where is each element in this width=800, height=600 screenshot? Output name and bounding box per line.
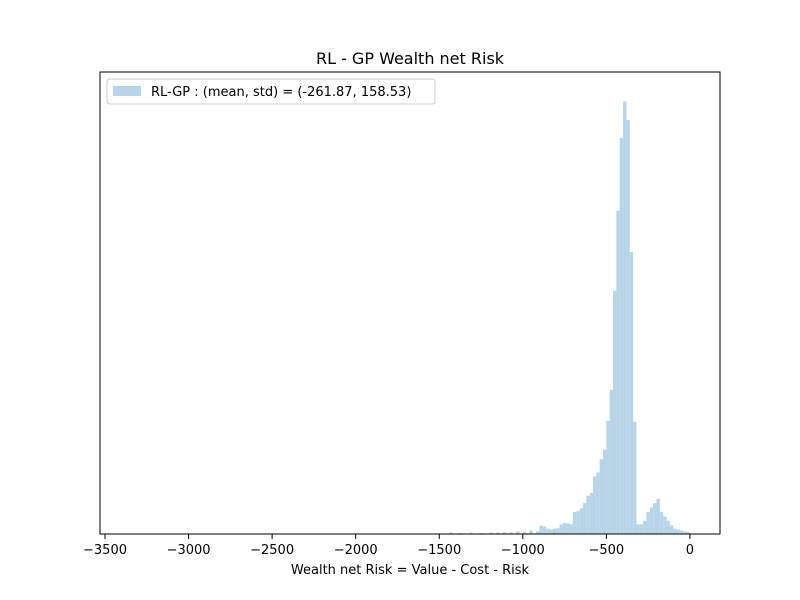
histogram-bar [639,524,644,534]
x-tick-label: −500 [589,543,625,558]
legend-swatch [113,86,141,96]
x-tick-label: −3500 [83,543,127,558]
legend-box [106,78,436,105]
histogram-bar [572,512,577,534]
histogram-bar [489,532,493,534]
histogram-bar [626,119,630,535]
chart-title: RL - GP Wealth net Risk [316,49,505,68]
legend-entry: RL-GP : (mean, std) = (-261.87, 158.53) [151,85,411,100]
x-tick-label: −1000 [501,543,545,558]
histogram-bar [559,524,563,534]
plot-frame [99,71,721,535]
histogram-bar [613,290,617,534]
histogram-bar [659,512,664,534]
histogram-bar [566,523,570,534]
histogram-bar [552,528,557,534]
histogram-bar [556,528,560,534]
x-axis-label: Wealth net Risk = Value - Cost - Risk [291,563,530,578]
histogram-bar [673,528,677,534]
histogram-bar [576,511,580,534]
histogram-bar [669,525,674,534]
histogram-bar [562,523,567,534]
histogram-bar [609,389,614,534]
histogram-bar [546,528,550,534]
histogram-bar [502,532,507,534]
histogram-bar [516,531,520,534]
histogram-bar [589,493,593,534]
histogram-bar [539,525,543,534]
histogram-bar [496,532,500,534]
histogram-bar [629,251,634,534]
histogram-bar [549,529,553,534]
histogram-bars [449,101,690,535]
histogram-bar [663,516,667,534]
histogram-bar [656,498,660,534]
histogram-bar [592,476,597,534]
histogram-bar [646,512,650,534]
histogram-bar [666,520,670,534]
histogram-bar [606,420,610,534]
histogram-bar [683,531,687,534]
x-tick-label: −2000 [334,543,378,558]
histogram-bar [623,101,627,534]
histogram-bar [619,138,624,534]
x-tick-label: 0 [686,543,694,558]
histogram-bar [469,532,473,534]
histogram-bar [603,449,607,534]
histogram-bar [449,532,453,534]
histogram-bar [509,532,513,534]
histogram-bar [599,459,604,534]
histogram-bar [653,503,657,534]
histogram-bar [569,524,573,534]
x-axis-ticks: −3500 −3000 −2500 −2000 −1500 −1000 −500 0 [83,534,694,558]
histogram-bar [633,421,637,534]
histogram-bar [636,524,640,534]
x-tick-label: −3000 [167,543,211,558]
histogram-bar [536,531,540,534]
x-tick-label: −2500 [250,543,294,558]
histogram-bar [586,495,590,534]
histogram-bar [529,530,533,534]
histogram-bar [643,520,647,534]
histogram-bar [649,507,654,534]
histogram-bar [522,532,527,534]
histogram-bar [542,526,547,534]
histogram-bar [679,530,684,534]
x-tick-label: −1500 [417,543,461,558]
histogram-bar [596,472,600,534]
legend: RL-GP : (mean, std) = (-261.87, 158.53) [106,78,436,105]
histogram-bar [686,532,690,534]
histogram-bar [579,508,583,534]
histogram-bar [616,210,620,534]
histogram-bar [676,529,680,534]
histogram-bar [582,503,587,534]
